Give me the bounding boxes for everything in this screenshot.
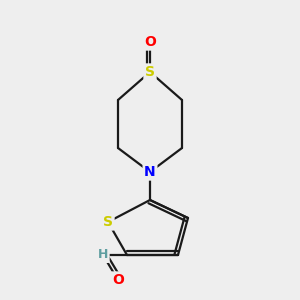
- Text: N: N: [144, 165, 156, 179]
- Text: S: S: [103, 215, 113, 229]
- Text: O: O: [144, 35, 156, 49]
- Text: O: O: [112, 273, 124, 287]
- Text: S: S: [145, 65, 155, 79]
- Text: H: H: [98, 248, 108, 262]
